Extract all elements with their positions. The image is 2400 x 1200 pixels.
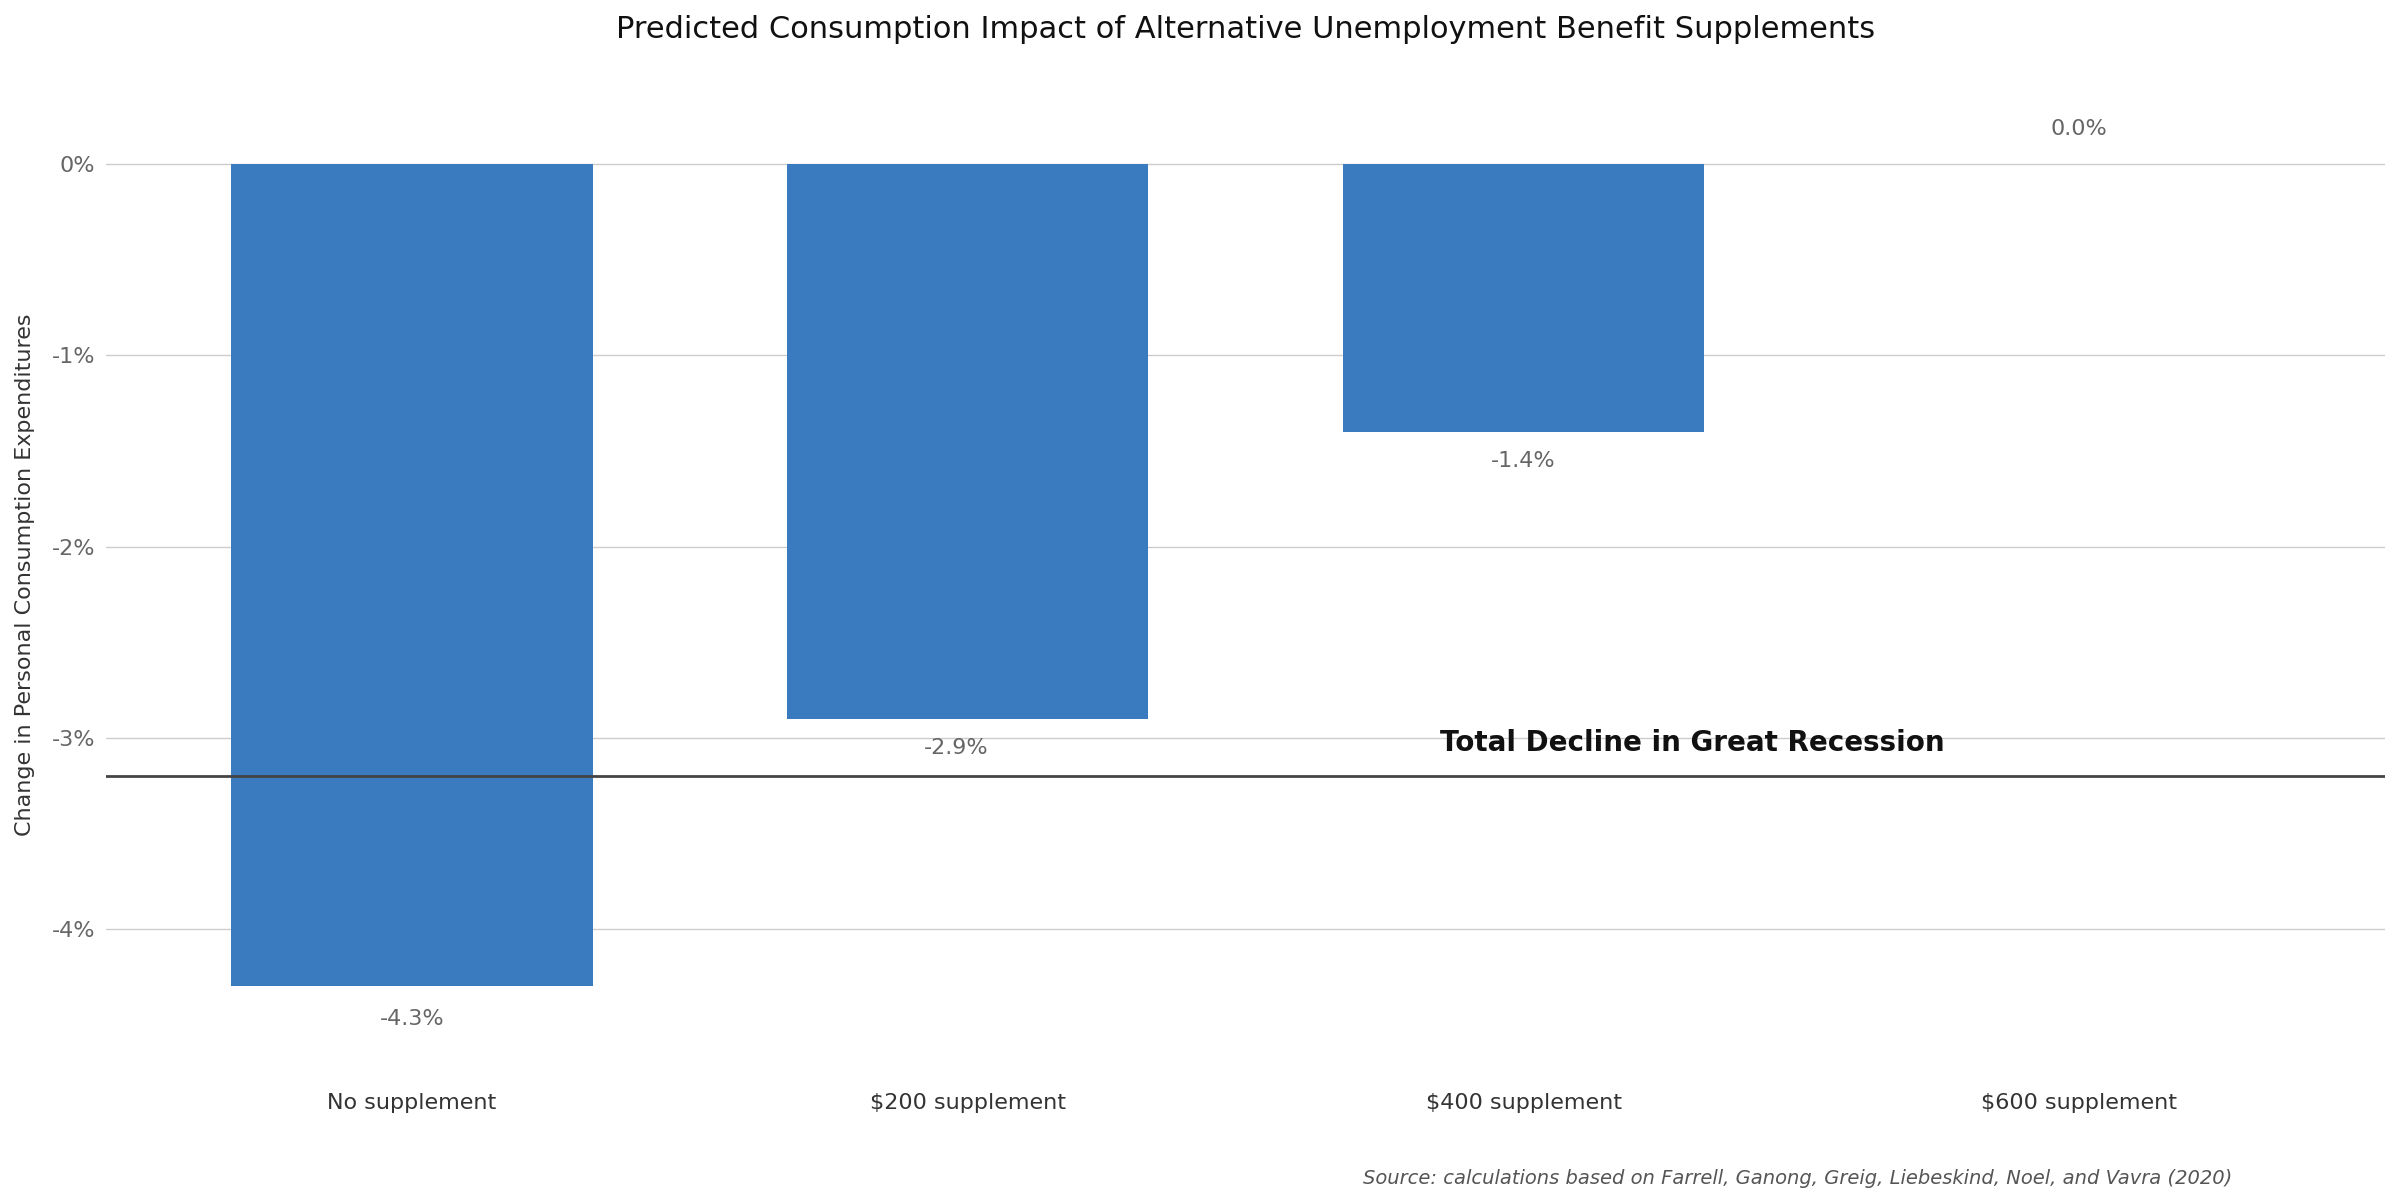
Text: Source: calculations based on Farrell, Ganong, Greig, Liebeskind, Noel, and Vavr: Source: calculations based on Farrell, G…	[1363, 1169, 2232, 1188]
Text: Total Decline in Great Recession: Total Decline in Great Recession	[1440, 728, 1944, 757]
Bar	[230, 164, 593, 986]
Text: 0.0%: 0.0%	[2052, 119, 2107, 139]
Text: -2.9%: -2.9%	[924, 738, 989, 757]
Y-axis label: Change in Personal Consumption Expenditures: Change in Personal Consumption Expenditu…	[14, 314, 36, 836]
Bar	[787, 164, 1147, 719]
Title: Predicted Consumption Impact of Alternative Unemployment Benefit Supplements: Predicted Consumption Impact of Alternat…	[617, 14, 1874, 44]
Text: -1.4%: -1.4%	[1490, 451, 1555, 470]
Bar	[1344, 164, 1704, 432]
Text: -4.3%: -4.3%	[379, 1009, 444, 1030]
